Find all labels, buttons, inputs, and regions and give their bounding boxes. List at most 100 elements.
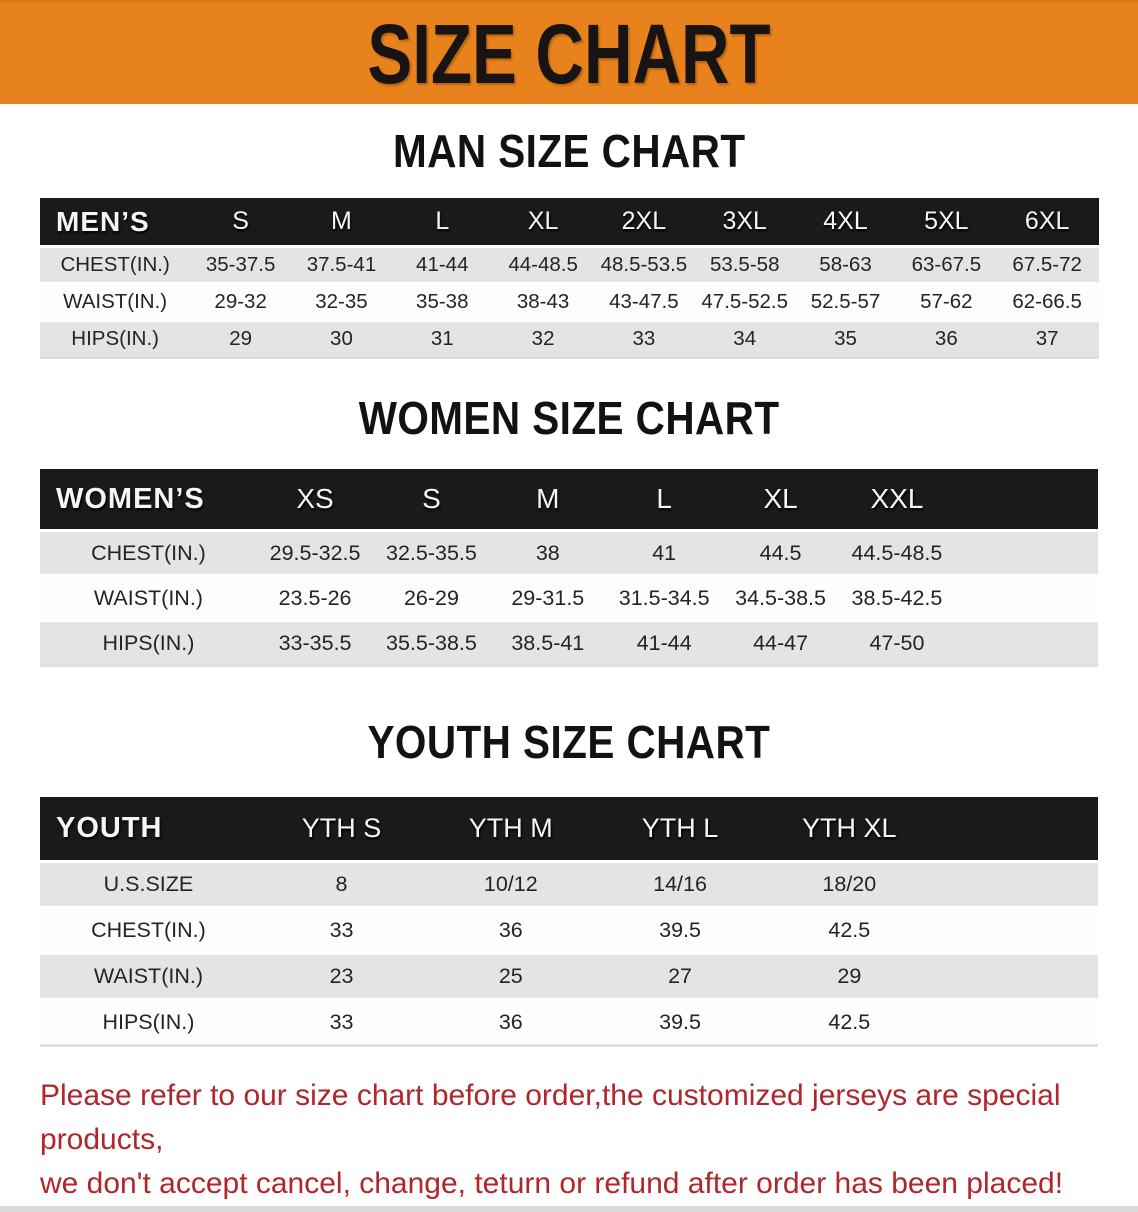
column-header: XL	[493, 198, 594, 247]
women-heading-text: WOMEN SIZE CHART	[359, 395, 780, 441]
cell: 36	[426, 908, 595, 954]
column-header: 3XL	[694, 198, 795, 247]
cell: 27	[595, 954, 764, 1000]
column-header: XL	[722, 469, 838, 531]
disclaimer-text: Please refer to our size chart before or…	[40, 1074, 1100, 1206]
cell: 23.5-26	[257, 576, 373, 621]
men-heading-text: MAN SIZE CHART	[393, 128, 745, 174]
column-header: L	[606, 469, 722, 531]
cell: 38-43	[493, 284, 594, 321]
cell: 57-62	[896, 284, 997, 321]
cell: 29-32	[190, 284, 291, 321]
column-header: YTH S	[257, 797, 426, 862]
spacer-cell	[934, 1000, 1098, 1046]
cell: 32	[493, 321, 594, 358]
cell: 34	[694, 321, 795, 358]
size-chart-banner: SIZE CHART	[0, 0, 1138, 104]
column-header: 2XL	[593, 198, 694, 247]
cell: 29-31.5	[490, 576, 606, 621]
spacer-cell	[934, 797, 1098, 862]
cell: 25	[426, 954, 595, 1000]
cell: 31.5-34.5	[606, 576, 722, 621]
cell: 32-35	[291, 284, 392, 321]
column-header: YTH L	[595, 797, 764, 862]
spacer-cell	[955, 469, 1098, 531]
cell: 29	[765, 954, 934, 1000]
row-label: WAIST(IN.)	[40, 576, 257, 621]
row-label: HIPS(IN.)	[40, 621, 257, 666]
cell: 35-38	[392, 284, 493, 321]
cell: 36	[426, 1000, 595, 1046]
spacer-cell	[934, 954, 1098, 1000]
cell: 63-67.5	[896, 247, 997, 284]
spacer-cell	[955, 531, 1098, 576]
row-label: U.S.SIZE	[40, 862, 257, 908]
column-header: YTH XL	[765, 797, 934, 862]
cell: 36	[896, 321, 997, 358]
cell: 43-47.5	[593, 284, 694, 321]
cell: 35.5-38.5	[373, 621, 489, 666]
cell: 39.5	[595, 1000, 764, 1046]
cell: 10/12	[426, 862, 595, 908]
men-section-heading: MAN SIZE CHART	[0, 128, 1138, 176]
cell: 62-66.5	[997, 284, 1098, 321]
cell: 8	[257, 862, 426, 908]
cell: 26-29	[373, 576, 489, 621]
row-label: CHEST(IN.)	[40, 247, 190, 284]
cell: 42.5	[765, 908, 934, 954]
column-header: M	[291, 198, 392, 247]
column-header: L	[392, 198, 493, 247]
cell: 23	[257, 954, 426, 1000]
cell: 31	[392, 321, 493, 358]
table-corner-label: MEN’S	[40, 198, 190, 247]
row-label: HIPS(IN.)	[40, 1000, 257, 1046]
column-header: XS	[257, 469, 373, 531]
cell: 33	[257, 1000, 426, 1046]
cell: 44.5-48.5	[839, 531, 955, 576]
cell: 38.5-41	[490, 621, 606, 666]
cell: 67.5-72	[997, 247, 1098, 284]
cell: 33	[593, 321, 694, 358]
column-header: 6XL	[997, 198, 1098, 247]
cell: 33-35.5	[257, 621, 373, 666]
row-label: HIPS(IN.)	[40, 321, 190, 358]
cell: 14/16	[595, 862, 764, 908]
row-label: WAIST(IN.)	[40, 284, 190, 321]
cell: 33	[257, 908, 426, 954]
cell: 39.5	[595, 908, 764, 954]
cell: 38.5-42.5	[839, 576, 955, 621]
cell: 29.5-32.5	[257, 531, 373, 576]
column-header: 5XL	[896, 198, 997, 247]
spacer-cell	[934, 862, 1098, 908]
cell: 41-44	[392, 247, 493, 284]
disclaimer-line-1: Please refer to our size chart before or…	[40, 1074, 1100, 1162]
cell: 47-50	[839, 621, 955, 666]
cell: 29	[190, 321, 291, 358]
spacer-cell	[955, 621, 1098, 666]
column-header: S	[190, 198, 291, 247]
cell: 37.5-41	[291, 247, 392, 284]
banner-title: SIZE CHART	[367, 12, 770, 96]
cell: 35	[795, 321, 896, 358]
cell: 38	[490, 531, 606, 576]
women-section-heading: WOMEN SIZE CHART	[0, 395, 1138, 443]
row-label: WAIST(IN.)	[40, 954, 257, 1000]
cell: 47.5-52.5	[694, 284, 795, 321]
bottom-edge-strip	[0, 1206, 1138, 1212]
cell: 52.5-57	[795, 284, 896, 321]
row-label: CHEST(IN.)	[40, 531, 257, 576]
